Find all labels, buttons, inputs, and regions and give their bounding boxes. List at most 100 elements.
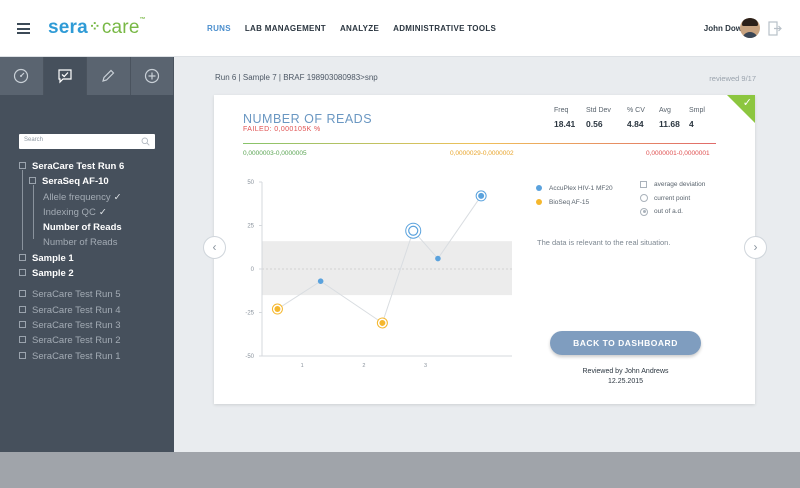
y-tick-label: 25 <box>247 224 254 230</box>
current-point <box>408 225 419 236</box>
legend-item-bioseq[interactable]: BioSeq AF-15 <box>536 195 613 209</box>
option-label: current point <box>654 194 691 202</box>
expand-box-icon[interactable] <box>19 336 26 344</box>
stat-smpl: Smpl 4 <box>689 107 705 129</box>
stat-cv: % CV 4.84 <box>627 107 645 129</box>
collapse-box-icon[interactable] <box>29 177 36 185</box>
next-arrow-button[interactable]: › <box>744 236 767 259</box>
approved-corner <box>727 95 755 123</box>
tree-item-label: SeraCare Test Run 3 <box>32 319 121 331</box>
stat-freq: Freq 18.41 <box>554 107 576 129</box>
expand-box-icon[interactable] <box>19 290 26 298</box>
tree-item[interactable]: SeraSeq AF-10 <box>19 174 169 189</box>
tree-item[interactable]: Allele frequency ✓ <box>19 190 169 205</box>
legend-label: BioSeq AF-15 <box>549 198 590 206</box>
range-mid: 0,0000029-0,0000002 <box>450 150 514 157</box>
tab-dashboard[interactable] <box>0 57 44 95</box>
failed-status: FAILED: 0,000105K % <box>243 126 321 133</box>
report-card: ✓ NUMBER OF READS FAILED: 0,000105K % Fr… <box>214 95 755 404</box>
option-label: average deviation <box>654 181 706 189</box>
stats: Freq 18.41 Std Dev 0.56 % CV 4.84 Avg 11.68 … <box>554 107 714 129</box>
legend-swatch <box>536 199 542 205</box>
expand-box-icon[interactable] <box>19 269 26 277</box>
dashboard-icon <box>14 68 29 84</box>
tree-item[interactable]: SeraCare Test Run 2 <box>19 333 169 348</box>
reads-chart[interactable]: 50 25 0 -25 -50 1 2 3 <box>214 175 524 375</box>
search-icon <box>141 137 150 146</box>
tree-item-label: Indexing QC <box>43 206 96 218</box>
x-tick-label: 3 <box>424 363 427 369</box>
current-point-radio[interactable]: current point <box>640 192 705 206</box>
tree-item-label: Allele frequency <box>43 191 111 203</box>
out-of-ad-radio[interactable]: out of a.d. <box>640 205 705 219</box>
option-label: out of a.d. <box>654 208 683 216</box>
x-tick-label: 2 <box>362 363 365 369</box>
stat-std-dev: Std Dev 0.56 <box>586 107 611 129</box>
tree-item-label: Number of Reads <box>43 222 122 234</box>
approved-check-icon: ✓ <box>742 97 752 109</box>
reviewed-by: Reviewed by John Andrews 12.25.2015 <box>554 367 697 387</box>
tree-item[interactable]: SeraCare Test Run 1 <box>19 349 169 364</box>
tab-add[interactable] <box>131 57 174 95</box>
tab-edit[interactable] <box>87 57 131 95</box>
logout-icon[interactable] <box>768 21 782 36</box>
tree-item[interactable]: SeraCare Test Run 5 <box>19 287 169 302</box>
seracare-logo[interactable]: sera⁘care™ <box>48 17 146 38</box>
y-tick-label: 50 <box>247 180 254 186</box>
main-nav: RUNS LAB MANAGEMENT ANALYZE ADMINISTRATI… <box>200 0 503 57</box>
tree-item[interactable]: Indexing QC ✓ <box>19 205 169 220</box>
hamburger-menu-icon[interactable] <box>17 23 30 34</box>
tree-item[interactable]: Sample 2 <box>19 266 169 281</box>
check-icon <box>58 69 72 84</box>
tree-item-label: SeraCare Test Run 1 <box>32 350 121 362</box>
top-bar: sera⁘care™ RUNS LAB MANAGEMENT ANALYZE A… <box>0 0 800 57</box>
plus-icon <box>144 68 159 84</box>
legend-item-accuplex[interactable]: AccuPlex HIV-1 MF20 <box>536 181 613 195</box>
y-tick-label: 0 <box>251 267 255 273</box>
reviewer-name: Reviewed by John Andrews <box>582 368 669 375</box>
reviewed-status: reviewed 9/17 <box>709 74 756 83</box>
chart-legend: AccuPlex HIV-1 MF20 BioSeq AF-15 <box>536 181 613 209</box>
tab-review[interactable] <box>43 57 87 95</box>
expand-box-icon[interactable] <box>19 305 26 313</box>
breadcrumb: Run 6 | Sample 7 | BRAF 198903080983>snp <box>215 73 378 82</box>
data-note: The data is relevant to the real situati… <box>537 238 671 247</box>
tree-item[interactable]: Sample 1 <box>19 251 169 266</box>
tree-item-label: SeraSeq AF-10 <box>42 176 109 188</box>
tree-item-label: Number of Reads <box>43 237 118 249</box>
deviation-band <box>262 241 512 296</box>
tree-item-label: Sample 1 <box>32 252 74 264</box>
review-date: 12.25.2015 <box>607 378 644 385</box>
back-to-dashboard-button[interactable]: BACK TO DASHBOARD <box>550 331 701 355</box>
run-tree: SeraCare Test Run 6 SeraSeq AF-10 Allele f… <box>19 159 169 364</box>
tree-item[interactable]: Number of Reads <box>19 235 169 250</box>
tree-item[interactable]: SeraCare Test Run 6 <box>19 159 169 174</box>
sidebar: Search SeraCare Test Run 6 SeraSeq AF-10 A… <box>0 57 174 452</box>
tree-item[interactable]: Number of Reads <box>19 220 169 235</box>
tree-item-label: SeraCare Test Run 5 <box>32 289 121 301</box>
data-point <box>435 255 441 262</box>
nav-runs[interactable]: RUNS <box>207 24 231 33</box>
nav-administrative-tools[interactable]: ADMINISTRATIVE TOOLS <box>393 24 497 33</box>
tree-connector <box>33 185 34 239</box>
sidebar-tabs <box>0 57 174 95</box>
nav-lab-management[interactable]: LAB MANAGEMENT <box>244 24 326 33</box>
tree-item[interactable]: SeraCare Test Run 4 <box>19 303 169 318</box>
collapse-box-icon[interactable] <box>19 162 26 169</box>
data-point <box>379 319 386 326</box>
range-low: 0,0000003-0,0000005 <box>243 150 307 157</box>
previous-arrow-button[interactable]: ‹ <box>203 236 226 259</box>
user-name[interactable]: John Dow <box>703 24 742 33</box>
expand-box-icon[interactable] <box>19 351 26 359</box>
tree-item-label: Sample 2 <box>32 268 74 280</box>
avatar[interactable] <box>740 18 760 38</box>
tree-item-label: SeraCare Test Run 4 <box>32 304 121 316</box>
x-tick-label: 1 <box>301 363 304 369</box>
expand-box-icon[interactable] <box>19 253 26 261</box>
nav-analyze[interactable]: ANALYZE <box>339 24 380 33</box>
expand-box-icon[interactable] <box>19 320 26 328</box>
tree-item[interactable]: SeraCare Test Run 3 <box>19 318 169 333</box>
average-deviation-checkbox[interactable]: average deviation <box>640 178 705 192</box>
search-input[interactable]: Search <box>19 134 155 149</box>
series-line <box>277 195 482 324</box>
